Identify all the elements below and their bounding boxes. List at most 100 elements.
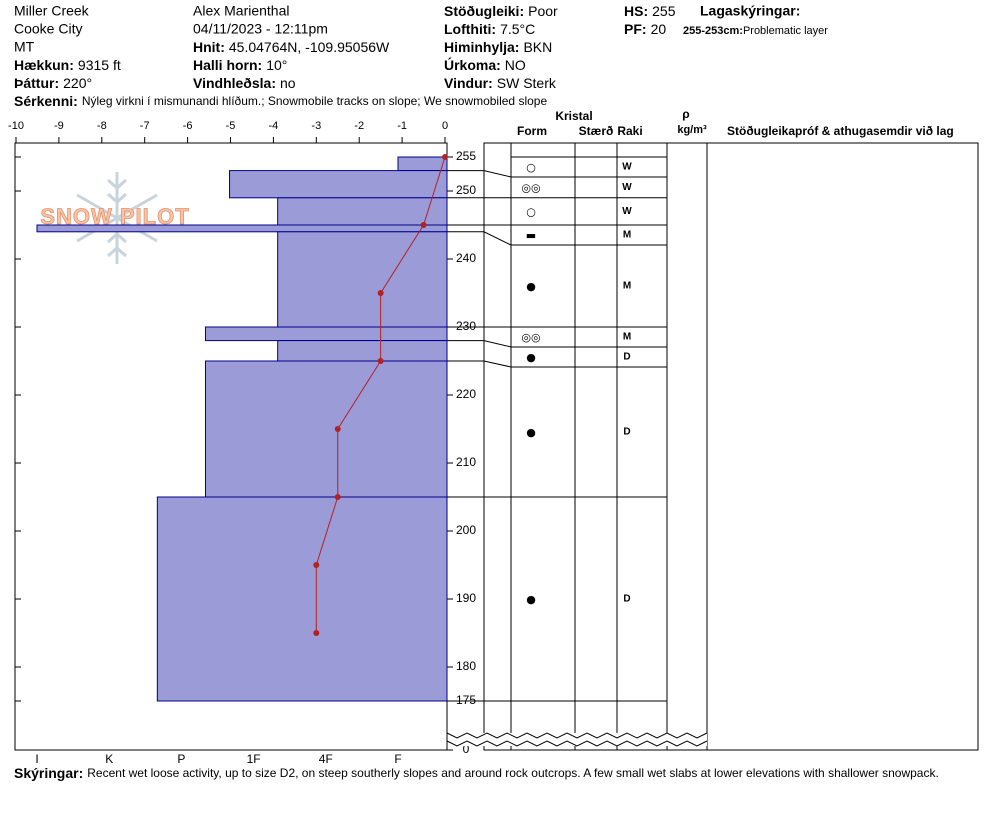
header-text: Miller Creek [14,3,90,19]
field-label: PF: [624,21,647,37]
moisture: D [623,352,630,363]
moisture: M [623,230,631,241]
y-tick-label: 0 [463,742,470,756]
moisture: M [623,332,631,343]
logo [76,172,158,264]
moisture: D [623,427,630,438]
y-tick-label: 250 [456,183,476,197]
hardness-bar [156,496,448,702]
hardness-label: 4F [319,752,333,766]
col-header: Form [517,124,547,138]
y-tick-label: 190 [456,591,476,605]
break-line [446,732,708,739]
x-tick-label: -8 [97,120,107,132]
header-text: MT [14,39,35,55]
header-field: Hækkun: 9315 ft [14,57,121,73]
header-text: 04/11/2023 - 12:11pm [193,21,328,37]
comments-label: Skýringar: [14,765,83,781]
header-field: HS: 255 [624,3,676,19]
moisture: D [623,594,630,605]
header-text: Alex Marienthal [193,3,290,19]
header-field: Þáttur: 220° [14,75,92,91]
row-line [447,360,667,368]
hardness-label: K [105,752,113,766]
temperature-point [442,154,448,160]
hardness-bar [397,156,448,172]
moisture: W [622,162,632,173]
y-tick-label: 240 [456,251,476,265]
note-value: Problematic layer [743,25,828,37]
x-tick-label: -10 [8,120,24,132]
field-label: Hnit: [193,39,225,55]
grain-form: ● [526,280,536,293]
temperature-point [313,630,320,636]
hardness-label: F [394,752,401,766]
field-value: 20 [651,21,667,37]
y-tick-label: 180 [456,659,476,673]
hardness-bar [204,360,448,498]
temperature-line [315,156,446,633]
features-label: Sérkenni: [14,93,78,109]
field-value: 9315 ft [78,57,121,73]
hardness-bar [277,197,448,226]
field-value: no [280,75,296,91]
x-tick-label: -3 [311,120,321,132]
header-field: PF: 20 [624,21,666,37]
x-tick-label: -1 [397,120,407,132]
field-value: 255 [652,3,676,19]
col-header: Stöðugleikapróf & athugasemdir við lag [727,124,954,138]
y-tick-label: 220 [456,387,476,401]
field-value: 220° [63,75,92,91]
field-value: 7.5°C [500,21,535,37]
y-tick-label: 210 [456,455,476,469]
field-value: BKN [523,39,552,55]
notes-title: Lagaskýringar: [700,3,800,19]
x-tick-label: 0 [442,120,448,132]
header-field: Lofthiti: 7.5°C [444,21,535,37]
field-label: Vindhleðsla: [193,75,276,91]
hardness-bar [277,231,448,328]
field-label: HS: [624,3,648,19]
col-header: ρ [682,107,689,121]
field-label: Úrkoma: [444,56,501,73]
temperature-point [334,494,341,500]
hardness-bar [277,340,448,362]
header-field: Himinhylja: BKN [444,39,552,55]
features-value: Nýleg virkni í mismunandi hlíðum.; Snowm… [82,94,548,108]
row-line [447,170,667,178]
field-label: Lofthiti: [444,21,496,37]
header-field: Stöðugleiki: Poor [444,3,558,19]
col-header: Kristal [555,109,592,123]
x-tick-label: -9 [54,120,64,132]
y-tick-label: 230 [456,319,476,333]
column-lines [510,143,708,750]
hardness-bar [204,326,448,342]
grain-form: ○ [526,205,536,218]
x-tick-label: -2 [354,120,364,132]
table-frame [483,142,979,751]
grain-form: ● [526,426,536,439]
col-header: Stærð [579,124,614,138]
grain-form: ▬ [526,229,536,242]
header-field: Halli horn: 10° [193,57,287,73]
field-value: NO [505,57,526,73]
x-tick-label: -6 [183,120,193,132]
row-line [447,231,667,246]
row-line [447,340,667,348]
field-label: Halli horn: [193,57,262,73]
temperature-point [313,562,320,568]
temperature-point [377,358,384,364]
hardness-label: P [177,752,185,766]
field-label: Himinhylja: [444,39,519,55]
header-field: Úrkoma: NO [444,56,526,73]
field-value: Poor [528,3,558,19]
break-band [448,733,707,746]
hardness-label: I [35,752,38,766]
col-header: Raki [617,124,642,138]
y-tick-label: 200 [456,523,476,537]
field-label: Þáttur: [14,75,59,91]
field-label: Hækkun: [14,57,74,73]
features: Sérkenni: Nýleg virkni í mismunandi hlíðu… [14,93,547,109]
field-value: 10° [266,57,287,73]
